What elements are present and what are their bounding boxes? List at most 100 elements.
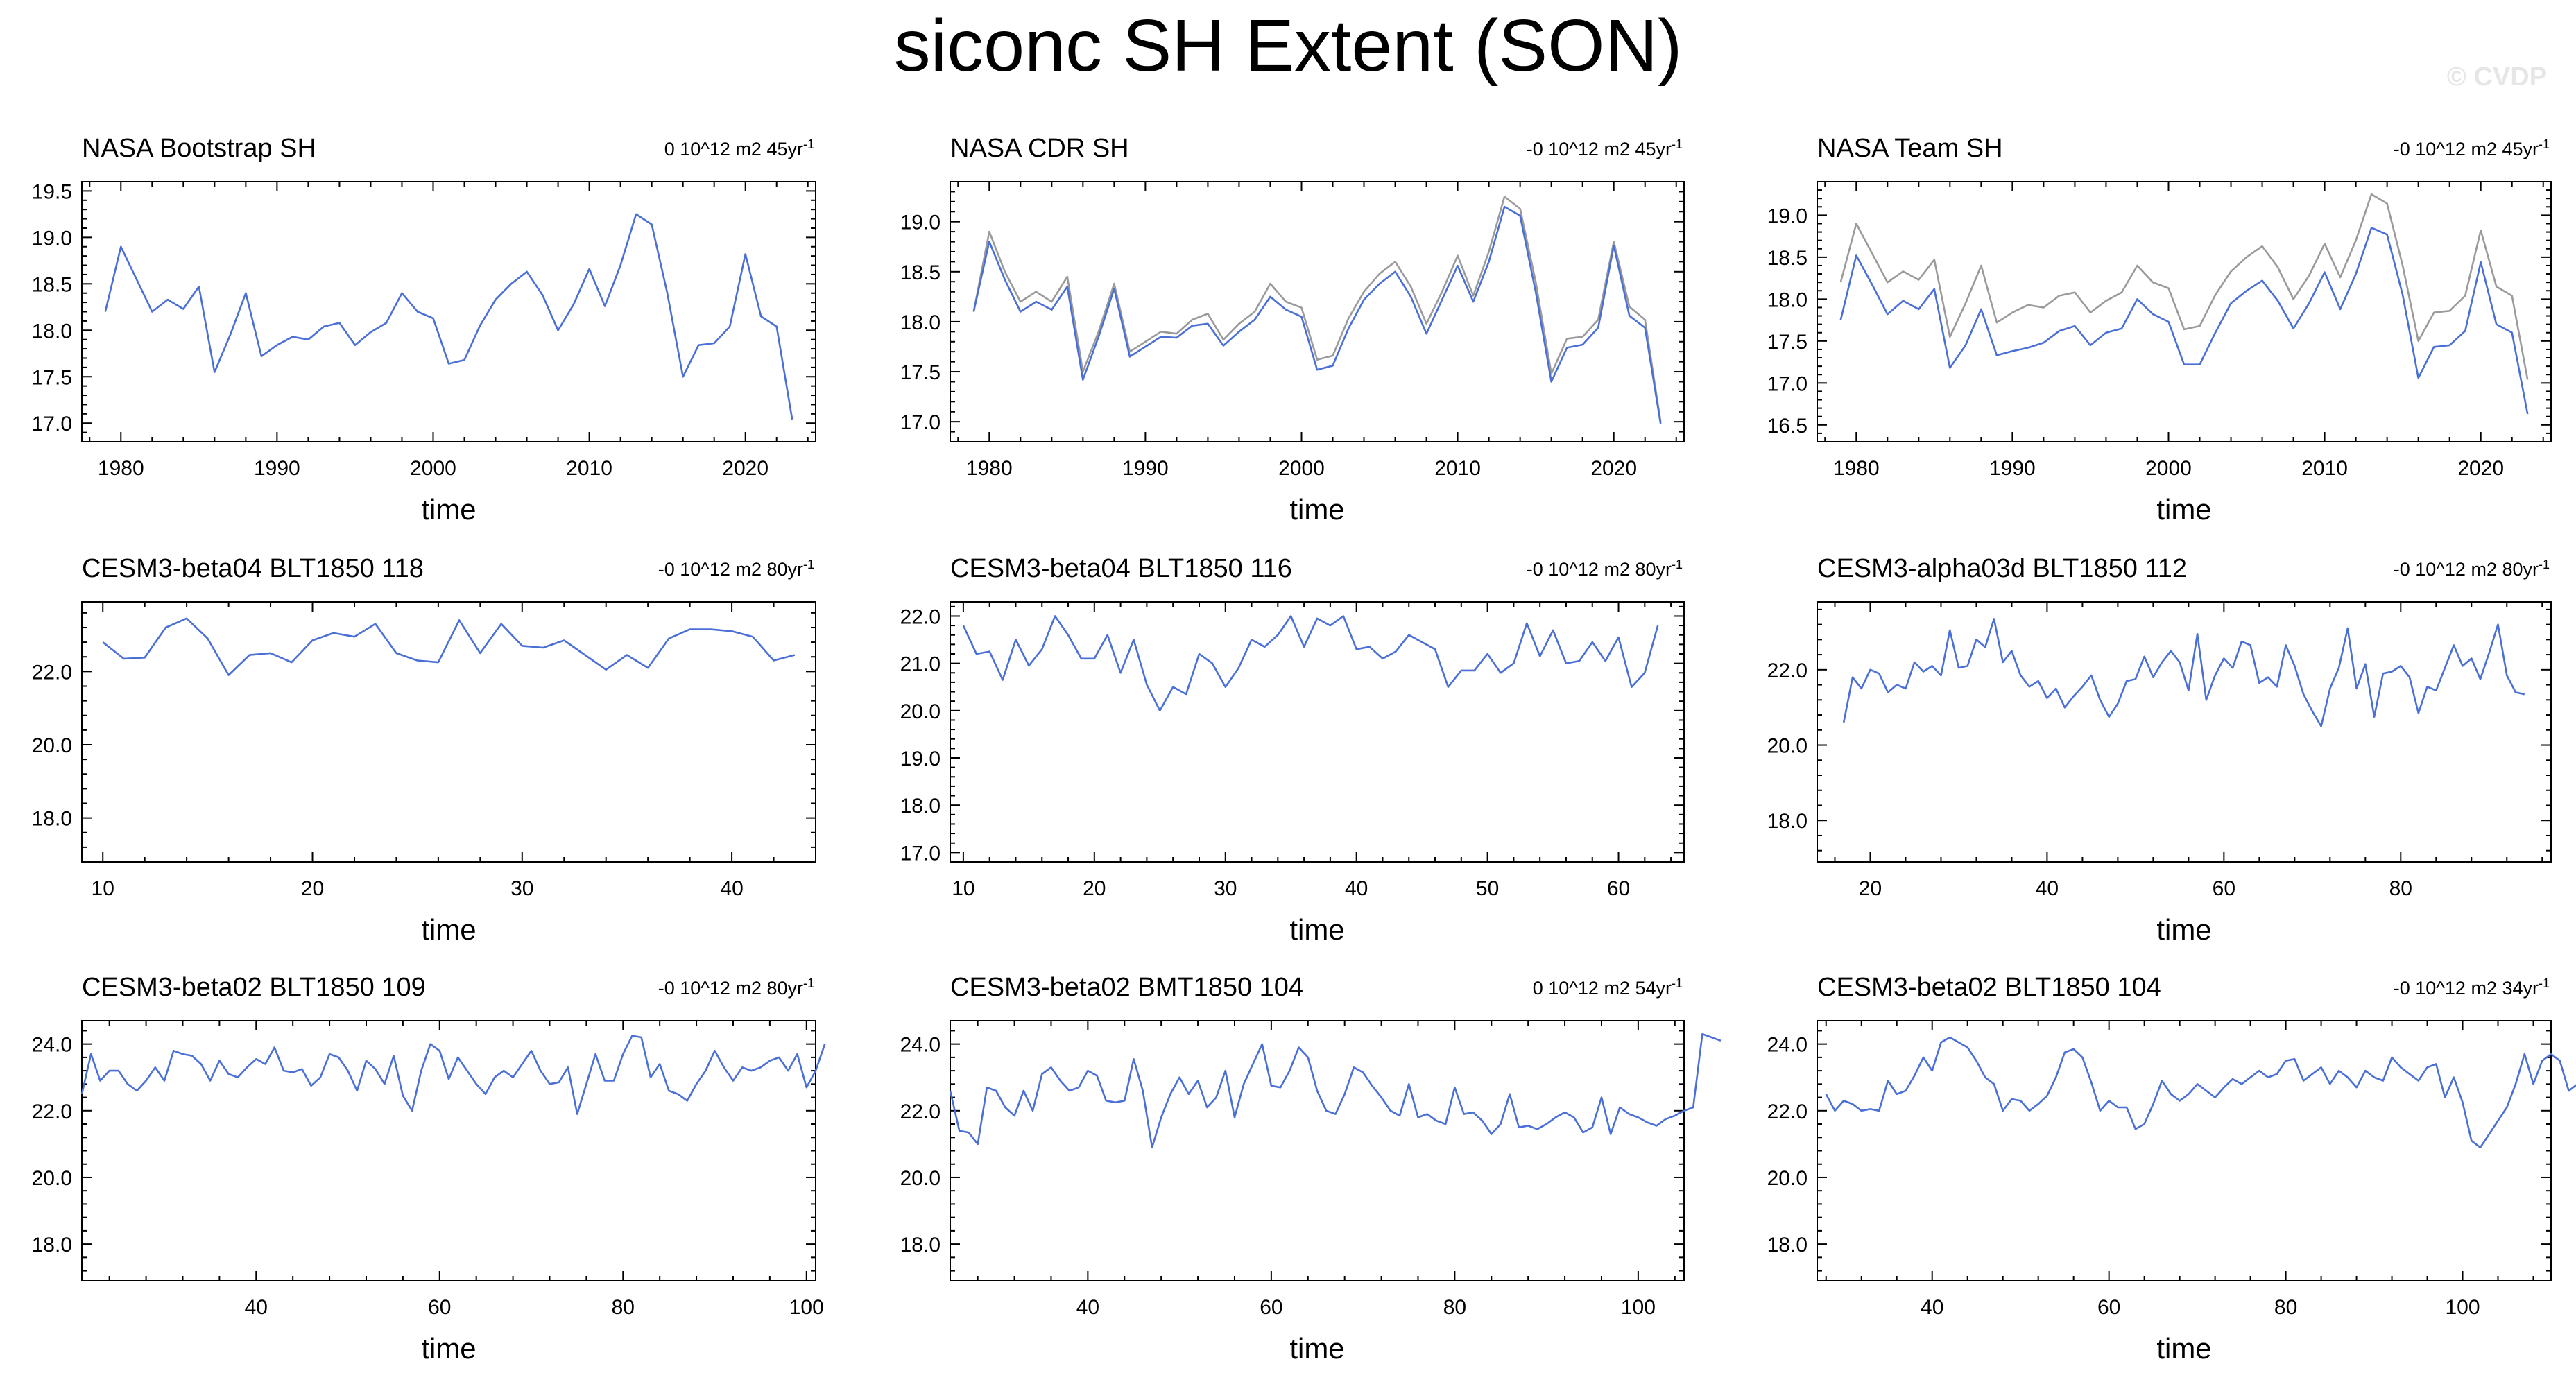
chart-panel-5: CESM3-beta04 BLT1850 116 -0 10^12 m2 80yr… [900,554,1685,946]
y-tick-label: 18.5 [900,261,941,284]
chart-panel-3: NASA Team SH -0 10^12 m2 45yr-1 16.5 17.0 17… [1767,134,2552,526]
x-axis-label: time [2156,493,2211,526]
panel-title: CESM3-alpha03d BLT1850 112 [1817,554,2187,583]
x-tick-label: 2010 [1434,457,1481,480]
series-line [1839,227,2529,415]
x-tick-label: 2000 [410,457,456,480]
x-axis-label: time [2156,913,2211,946]
chart-panel-8: CESM3-beta02 BMT1850 104 0 10^12 m2 54yr-… [900,973,1721,1365]
x-tick-label: 40 [1921,1296,1943,1319]
y-tick-label: 18.0 [1767,288,1808,311]
x-axis-label: time [421,913,476,946]
y-tick-label: 20.0 [32,1167,72,1190]
panel-title: CESM3-beta02 BLT1850 104 [1817,973,2161,1002]
chart-panel-9: CESM3-beta02 BLT1850 104 -0 10^12 m2 34yr… [1767,973,2576,1365]
trend-exponent: -1 [1672,137,1683,151]
x-tick-label: 60 [1260,1296,1282,1319]
watermark: © CVDP [2446,62,2547,92]
y-tick-label: 18.0 [32,1234,72,1256]
plot-frame [1817,1020,2552,1281]
x-tick-label: 80 [1443,1296,1466,1319]
panel-title: NASA Team SH [1817,134,2003,163]
x-axis-label: time [1289,1332,1344,1365]
x-tick-label: 10 [952,877,974,900]
plot-frame [1817,601,2552,863]
x-tick-label: 20 [1859,877,1882,900]
x-tick-label: 40 [1345,877,1368,900]
x-tick-label: 40 [2036,877,2059,900]
series-line [80,1035,826,1115]
y-tick-label: 24.0 [900,1034,941,1057]
y-tick-label: 19.5 [32,180,72,203]
panel-trend-label: -0 10^12 m2 80yr-1 [1527,558,1683,580]
y-tick-label: 20.0 [1767,1167,1808,1190]
chart-panel-2: NASA CDR SH -0 10^12 m2 45yr-1 17.0 17.5 18.… [900,134,1685,526]
plot-frame [1817,181,2552,442]
x-axis-label: time [1289,493,1344,526]
y-tick-label: 18.5 [1767,247,1808,270]
plot-frame [950,601,1685,863]
y-tick-label: 17.0 [1767,372,1808,395]
y-tick-label: 17.0 [900,411,941,434]
plot-frame [950,181,1685,442]
chart-panel-4: CESM3-beta04 BLT1850 118 -0 10^12 m2 80yr… [32,554,816,946]
y-tick-label: 20.0 [32,734,72,757]
trend-exponent: -1 [803,137,814,151]
x-tick-label: 80 [2389,877,2412,900]
y-tick-label: 16.5 [1767,415,1808,438]
panel-title: CESM3-beta04 BLT1850 116 [950,554,1292,583]
chart-panel-6: CESM3-alpha03d BLT1850 112 -0 10^12 m2 80… [1767,554,2552,946]
y-tick-label: 22.0 [32,1100,72,1123]
panel-trend-label: -0 10^12 m2 45yr-1 [2394,137,2550,159]
x-tick-label: 80 [2274,1296,2297,1319]
x-tick-label: 2020 [2457,457,2504,480]
trend-exponent: -1 [2539,976,2550,990]
plot-frame [950,1020,1685,1281]
x-tick-label: 30 [1214,877,1237,900]
y-tick-label: 18.0 [1767,810,1808,833]
series-line [962,615,1659,712]
chart-panel-1: NASA Bootstrap SH 0 10^12 m2 45yr-1 17.0 17… [32,134,816,526]
series-line-reference [1839,193,2529,380]
series-line [972,205,1662,424]
y-tick-label: 17.0 [900,842,941,865]
panel-title: CESM3-beta02 BMT1850 104 [950,973,1303,1002]
trend-exponent: -1 [2539,137,2550,151]
y-tick-label: 24.0 [1767,1034,1808,1057]
series-line [102,617,796,676]
panel-title: NASA CDR SH [950,134,1129,163]
x-tick-label: 60 [1607,877,1630,900]
plot-frame [81,1020,816,1281]
x-tick-label: 20 [1083,877,1106,900]
y-tick-label: 20.0 [900,700,941,723]
trend-exponent: -1 [803,558,814,571]
x-axis-label: time [421,493,476,526]
y-tick-label: 19.0 [32,227,72,250]
y-tick-label: 22.0 [1767,659,1808,682]
x-tick-label: 100 [2445,1296,2480,1319]
y-tick-label: 18.0 [900,795,941,818]
y-tick-label: 18.5 [32,273,72,296]
y-tick-label: 17.5 [900,361,941,384]
series-line [949,1033,1721,1148]
y-tick-label: 17.5 [1767,331,1808,354]
panel-trend-label: 0 10^12 m2 45yr-1 [664,137,814,159]
y-tick-label: 21.0 [900,653,941,676]
panel-title: NASA Bootstrap SH [82,134,316,163]
panel-title: CESM3-beta04 BLT1850 118 [82,554,424,583]
panel-trend-label: 0 10^12 m2 54yr-1 [1533,976,1683,999]
series-line-reference [972,196,1662,422]
x-tick-label: 100 [1621,1296,1656,1319]
y-tick-label: 22.0 [1767,1100,1808,1123]
x-tick-label: 2020 [722,457,768,480]
panel-trend-label: -0 10^12 m2 34yr-1 [2394,976,2550,999]
y-tick-label: 20.0 [1767,735,1808,758]
x-tick-label: 50 [1476,877,1499,900]
y-tick-label: 19.0 [1767,205,1808,227]
x-tick-label: 40 [1076,1296,1099,1319]
x-tick-label: 1980 [966,457,1013,480]
y-tick-label: 17.0 [32,413,72,435]
x-tick-label: 30 [510,877,533,900]
x-tick-label: 20 [301,877,324,900]
y-tick-label: 22.0 [900,605,941,628]
